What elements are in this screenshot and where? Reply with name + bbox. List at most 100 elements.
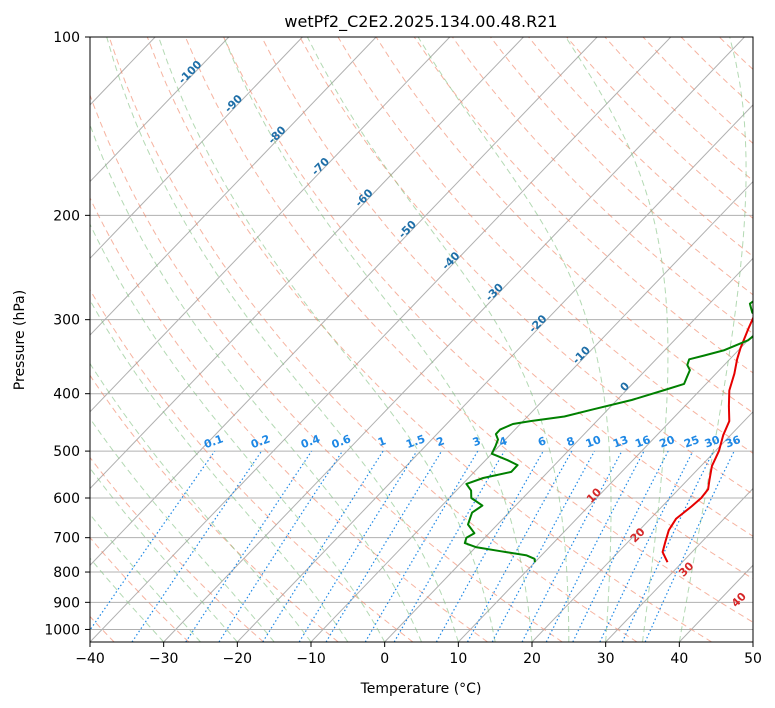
mixing-ratio-label: 13: [611, 433, 630, 450]
y-tick-label: 400: [53, 387, 80, 403]
isotherm-line: [90, 37, 598, 566]
mixing-ratio-line: [466, 450, 573, 642]
mixing-ratio-label: 8: [565, 434, 577, 449]
mixing-ratio-line: [325, 450, 443, 642]
isotherm-line: [90, 37, 524, 490]
mixing-ratio-label: 20: [658, 433, 677, 451]
dry-adiabat-line: [108, 37, 638, 642]
moist-adiabat-line: [417, 37, 612, 642]
mixing-ratio-label: 0.2: [249, 432, 272, 451]
mixing-ratio-label: 16: [633, 433, 652, 451]
moist-adiabat-line: [158, 37, 496, 642]
mixing-ratio-line: [435, 450, 544, 642]
moist-adiabat-line: [565, 37, 669, 642]
y-tick-label: 500: [53, 444, 80, 460]
x-tick-label: 10: [449, 651, 467, 667]
x-tick-label: −20: [223, 651, 253, 667]
x-tick-label: 30: [597, 651, 615, 667]
moist-adiabat-line: [90, 417, 275, 642]
mixing-ratio-labels: 0.1 0.2 0.4 0.6 1 1.5 2 3 4 6 8 10 13 16 20 25 30 36: [202, 432, 742, 451]
mixing-ratio-label: 0.1: [202, 432, 225, 451]
mixing-ratio-label: 36: [724, 433, 743, 451]
dewpoint-line: [463, 300, 753, 563]
background-lines: [90, 37, 753, 642]
isotherm-line: [384, 257, 753, 642]
x-axis-ticks: −40 −30 −20 −10 0 10 20 30 40 50: [75, 642, 762, 667]
y-tick-label: 900: [53, 595, 80, 611]
mixing-ratio-line: [491, 450, 596, 642]
dry-adiabat-line: [299, 37, 753, 495]
mixing-ratio-label: 25: [682, 433, 701, 450]
isotherm-line: [90, 37, 303, 260]
x-tick-label: 40: [670, 651, 688, 667]
x-tick-label: 0: [380, 651, 389, 667]
mixing-ratio-line: [545, 450, 645, 642]
x-tick-label: −10: [296, 651, 326, 667]
x-tick-label: −40: [75, 651, 105, 667]
isotherm-line: [605, 487, 753, 642]
dry-adiabat-line: [146, 37, 712, 642]
mixing-ratio-label: 30: [703, 433, 722, 451]
y-tick-label: 200: [53, 208, 80, 224]
isotherm-line: [236, 104, 753, 642]
sounding-series: [463, 300, 753, 563]
plot-area: [90, 37, 753, 642]
y-tick-label: 600: [53, 491, 80, 507]
moist-adiabat-line: [678, 37, 747, 642]
x-tick-label: −30: [149, 651, 179, 667]
moist-adiabat-line: [90, 467, 238, 642]
mixing-ratio-label: 3: [471, 434, 483, 449]
y-tick-label: 800: [53, 565, 80, 581]
y-tick-label: 100: [53, 30, 80, 46]
dry-adiabat-line: [261, 37, 753, 537]
dry-adiabat-line: [90, 196, 488, 642]
dry-adiabat-line: [90, 456, 264, 642]
isotherm-line: [531, 411, 753, 642]
mixing-ratio-label: 6: [536, 434, 548, 449]
isotherm-line: [90, 37, 377, 336]
isotherm-line: [90, 37, 230, 183]
moist-adiabat-line: [90, 299, 349, 642]
mixing-ratio-label: 2: [435, 434, 447, 449]
mixing-ratio-label: 0.6: [330, 432, 353, 451]
temperature-line: [661, 315, 753, 563]
dry-adiabat-line: [90, 288, 414, 642]
isotherm-line: [90, 37, 451, 413]
y-tick-label: 700: [53, 531, 80, 547]
dry-adiabat-line: [413, 37, 753, 374]
mixing-ratio-line: [185, 450, 313, 642]
y-tick-label: 300: [53, 313, 80, 329]
mixing-ratio-line: [572, 450, 669, 642]
mixing-ratio-label: 1: [376, 434, 388, 449]
moist-adiabat-line: [90, 362, 312, 642]
dry-adiabat-line: [451, 37, 753, 335]
mixing-ratio-line: [90, 450, 216, 632]
x-tick-label: 50: [744, 651, 762, 667]
x-axis-title: Temperature (°C): [360, 681, 482, 697]
mixing-ratio-line: [298, 450, 418, 642]
mixing-ratio-line: [218, 450, 343, 642]
plot-frame: [89, 36, 754, 643]
dry-adiabat-line: [223, 37, 753, 580]
mixing-ratio-line: [131, 450, 263, 642]
y-axis-ticks: 100 200 300 400 500 600 700 800 900 1000: [44, 30, 90, 638]
isotherm-line: [163, 37, 745, 642]
mixing-ratio-label: 1.5: [404, 432, 427, 451]
x-tick-label: 20: [523, 651, 541, 667]
mixing-ratio-label: 0.4: [299, 432, 322, 451]
dry-adiabat-line: [90, 93, 563, 642]
mixing-ratio-label: 10: [584, 433, 603, 451]
y-tick-label: 1000: [44, 622, 80, 638]
chart-title: wetPf2_C2E2.2025.134.00.48.R21: [284, 12, 557, 32]
dry-adiabat-line: [184, 37, 753, 623]
moist-adiabat-line: [306, 37, 570, 642]
moist-adiabat-line: [223, 37, 533, 642]
moist-adiabat-line: [90, 123, 422, 642]
moist-adiabat-line: [106, 37, 459, 642]
mixing-ratio-label: 4: [497, 434, 509, 449]
dry-adiabat-line: [337, 37, 753, 454]
dry-adiabat-line: [375, 37, 753, 414]
y-axis-title: Pressure (hPa): [12, 290, 28, 390]
mixing-ratio-line: [262, 450, 384, 642]
